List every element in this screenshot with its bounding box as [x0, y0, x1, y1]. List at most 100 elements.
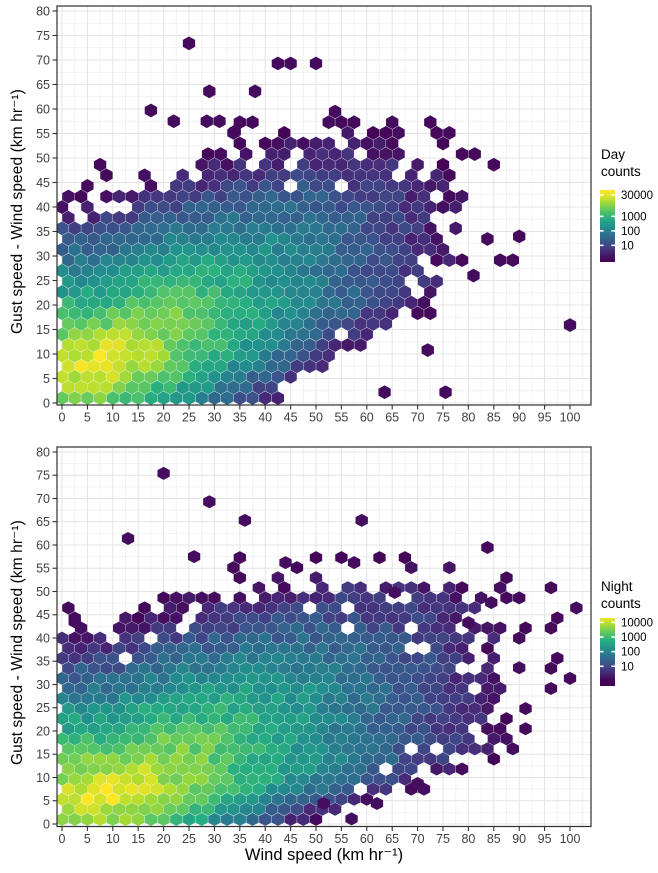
hex-bin — [151, 316, 164, 331]
hex-bin — [227, 702, 240, 716]
hex-bin — [239, 762, 253, 776]
hex-bin — [93, 732, 107, 746]
hex-bin — [208, 812, 221, 826]
hex-bin — [322, 752, 335, 766]
hex-bin — [201, 253, 215, 268]
hex-bin — [220, 179, 234, 193]
hex-bin — [151, 802, 164, 816]
hex-bin — [297, 671, 310, 685]
hex-bin — [239, 189, 253, 204]
panel-border — [56, 5, 592, 406]
hex-bin — [328, 802, 342, 816]
y-tick-label: 65 — [36, 78, 50, 92]
hex-bin — [265, 316, 278, 331]
hex-bin — [233, 136, 246, 151]
hex-bin — [341, 762, 354, 776]
hex-bin — [411, 732, 424, 746]
hex-bin — [132, 242, 145, 257]
hex-bin — [195, 591, 208, 605]
hex-bin — [309, 56, 323, 71]
hex-bin — [322, 671, 335, 685]
hex-bin — [201, 722, 215, 736]
hex-bin — [354, 274, 367, 289]
hex-bin — [373, 692, 386, 706]
hex-bin — [500, 712, 513, 726]
hex-bin — [208, 157, 221, 172]
hex-bin — [405, 722, 418, 736]
hex-bin — [252, 316, 266, 331]
hex-bin — [284, 772, 297, 786]
hex-bin — [138, 641, 151, 655]
hex-bin — [170, 671, 183, 685]
hex-bin — [366, 232, 380, 246]
hex-bin — [214, 295, 227, 310]
hex-bin — [132, 285, 145, 299]
hex-bin — [443, 681, 456, 695]
x-tick-label: 90 — [512, 411, 526, 425]
hex-bin — [157, 692, 170, 706]
hex-bin — [439, 385, 452, 400]
hex-bin — [271, 136, 285, 151]
hex-bin — [68, 306, 81, 321]
hex-bin — [386, 611, 399, 625]
hex-bin — [228, 124, 241, 139]
hex-bin — [227, 232, 240, 246]
hex-bin — [195, 348, 208, 363]
hex-bin — [316, 782, 329, 796]
hex-bin — [309, 348, 323, 363]
y-tick-label: 35 — [36, 655, 50, 669]
hex-bin — [278, 722, 291, 736]
hex-bin — [106, 772, 119, 786]
hex-bin — [100, 316, 113, 331]
hex-bin — [335, 792, 348, 806]
hex-bin — [271, 651, 285, 665]
hex-bin — [411, 712, 424, 726]
hex-bin — [220, 772, 234, 786]
hex-bin — [106, 792, 119, 806]
hex-bin — [68, 651, 81, 665]
x-tick-label: 30 — [207, 411, 221, 425]
hex-bin — [201, 338, 215, 352]
hex-bin — [392, 681, 405, 695]
hex-bin — [360, 136, 373, 151]
hex-bin — [290, 621, 304, 635]
hex-bin — [100, 681, 113, 695]
hex-bin — [487, 157, 500, 172]
hex-bin — [259, 752, 272, 766]
hex-bin — [316, 742, 329, 756]
hex-bin — [252, 380, 266, 395]
hex-bin — [100, 253, 113, 268]
hex-bin — [214, 253, 227, 268]
hex-bin — [62, 802, 75, 816]
hex-bin — [93, 391, 107, 405]
hex-bin — [132, 611, 145, 625]
hex-bin — [138, 359, 151, 374]
hex-bin — [125, 359, 139, 374]
hex-bin — [220, 732, 234, 746]
hex-bin — [74, 782, 88, 796]
hex-bin — [144, 792, 158, 806]
hex-bin — [208, 263, 221, 278]
hex-bin — [284, 200, 297, 214]
hex-bin — [62, 274, 75, 289]
hex-bin — [398, 692, 412, 706]
hex-bin — [271, 611, 285, 625]
hex-bin — [373, 651, 386, 665]
hex-bin — [182, 263, 196, 278]
hex-bin — [246, 611, 259, 625]
hex-bin — [271, 327, 285, 342]
hex-bin — [201, 742, 215, 756]
hex-bin — [366, 621, 380, 635]
hex-bin — [119, 327, 132, 342]
hex-bin — [201, 359, 215, 374]
legend-tick-mark — [600, 215, 604, 218]
hex-bin — [195, 370, 208, 384]
hex-bin — [81, 712, 94, 726]
hex-bin — [239, 621, 253, 635]
hex-bin — [62, 782, 75, 796]
hex-bin — [265, 661, 278, 675]
hex-bin — [151, 702, 164, 716]
hex-bin — [519, 722, 532, 736]
hex-bin — [328, 210, 342, 225]
hex-bin — [309, 306, 323, 321]
